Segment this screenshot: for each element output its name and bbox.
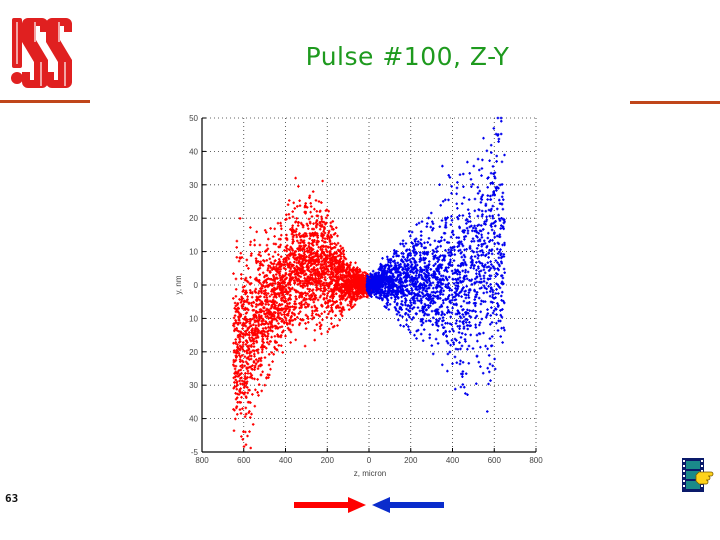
y-tick-label: 30 [189,181,198,190]
right-arrow-red-icon [294,497,366,513]
y-tick-label: 10 [189,248,198,257]
y-tick-label: 30 [189,381,198,390]
scatter-points [365,116,506,413]
series-red-points [232,176,373,450]
x-tick-label: 400 [446,456,460,465]
y-axis-label: y, nm [174,275,183,294]
tick-labels: 800 600 400 200 0 200 400 600 800 50 40 30 20 10 0 10 20… [189,114,543,465]
y-tick-label: 40 [189,415,198,424]
left-arrow-blue-icon [372,497,444,513]
header-rule-right [630,101,720,104]
scatter-points [232,176,373,450]
y-tick-label: 50 [189,114,198,123]
series-blue-points [365,116,506,413]
x-tick-label: 200 [404,456,418,465]
axes [201,117,537,453]
y-tick-label: 10 [189,314,198,323]
collision-arrows [294,497,444,513]
x-tick-label: 0 [367,456,372,465]
y-tick-label: 40 [189,147,198,156]
y-tick-label: 20 [189,214,198,223]
header-rule-left [0,100,90,103]
x-tick-label: 400 [279,456,293,465]
institution-logo [11,18,72,88]
x-tick-label: 800 [195,456,209,465]
x-axis-label: z, micron [354,469,386,478]
y-tick-label: -5 [191,448,199,457]
x-tick-label: 600 [237,456,251,465]
slide-title: Pulse #100, Z-Y [305,42,510,71]
y-tick-label: 20 [189,348,198,357]
slide-number: 63 [5,492,19,505]
x-tick-label: 600 [488,456,502,465]
film-strip-movie-icon[interactable] [679,455,719,495]
x-tick-label: 800 [529,456,543,465]
y-tick-label: 0 [194,281,199,290]
x-tick-label: 200 [321,456,335,465]
